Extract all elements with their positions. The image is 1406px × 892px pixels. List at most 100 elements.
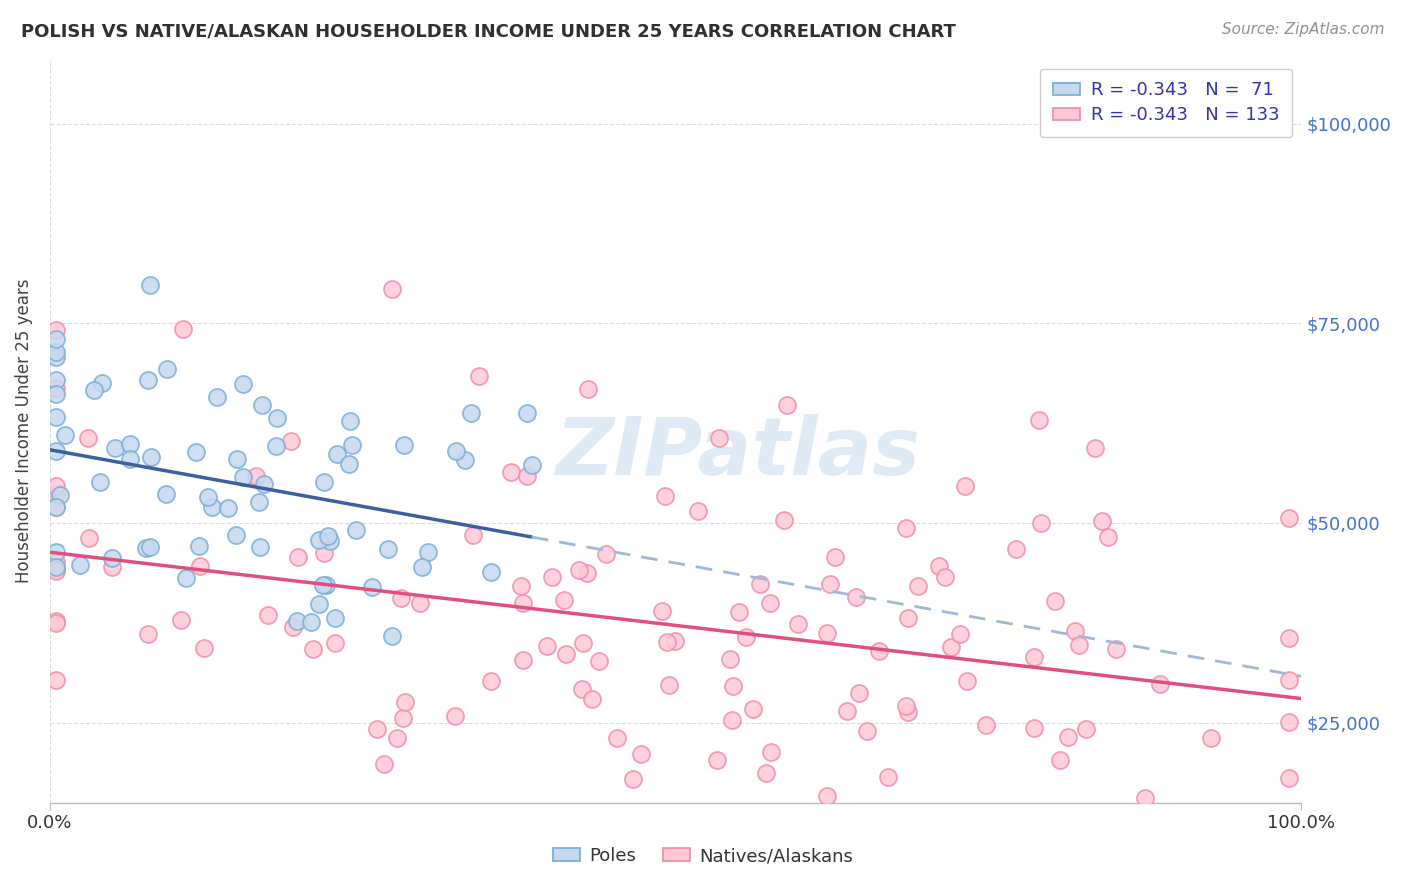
Point [595,547,617,561]
Point [974,718,997,732]
Point [193,640,215,655]
Point [1133,790,1156,805]
Point [381,282,404,296]
Point [856,723,879,738]
Point [479,674,502,689]
Point [520,458,543,472]
Point [509,579,531,593]
Point [1278,510,1301,524]
Point [101,560,124,574]
Point [197,490,219,504]
Point [1057,730,1080,744]
Point [1153,820,1175,834]
Point [281,620,304,634]
Point [184,444,207,458]
Point [555,648,578,662]
Point [706,752,728,766]
Point [568,563,591,577]
Point [217,501,239,516]
Point [45,444,67,458]
Point [155,487,177,501]
Point [314,546,336,560]
Point [1031,516,1053,530]
Point [897,611,920,625]
Point [247,495,270,509]
Point [89,475,111,489]
Point [45,479,67,493]
Point [45,614,67,628]
Point [409,597,432,611]
Point [392,710,415,724]
Point [302,641,325,656]
Point [392,438,415,452]
Point [1105,641,1128,656]
Point [949,627,972,641]
Point [848,686,870,700]
Point [877,770,900,784]
Point [312,475,335,490]
Point [868,644,890,658]
Point [53,428,76,442]
Point [815,626,838,640]
Point [201,500,224,514]
Point [468,369,491,384]
Point [536,639,558,653]
Point [583,820,606,834]
Point [45,351,67,365]
Point [232,470,254,484]
Point [681,820,703,834]
Point [325,447,347,461]
Point [1144,820,1167,834]
Point [394,695,416,709]
Point [141,450,163,464]
Point [287,549,309,564]
Point [499,465,522,479]
Point [45,555,67,569]
Point [720,713,742,727]
Point [773,513,796,527]
Point [824,550,846,565]
Point [325,635,347,649]
Point [83,384,105,398]
Point [45,323,67,337]
Point [1278,771,1301,785]
Point [1024,721,1046,735]
Text: POLISH VS NATIVE/ALASKAN HOUSEHOLDER INCOME UNDER 25 YEARS CORRELATION CHART: POLISH VS NATIVE/ALASKAN HOUSEHOLDER INC… [21,22,956,40]
Legend: R = -0.343   N =  71, R = -0.343   N = 133: R = -0.343 N = 71, R = -0.343 N = 133 [1040,69,1292,137]
Point [749,577,772,591]
Point [512,596,534,610]
Point [45,545,67,559]
Point [416,545,439,559]
Point [170,613,193,627]
Point [280,434,302,448]
Point [1064,624,1087,638]
Point [928,558,950,573]
Point [934,570,956,584]
Point [460,406,482,420]
Point [1149,677,1171,691]
Point [139,540,162,554]
Point [337,458,360,472]
Point [45,381,67,395]
Point [45,565,67,579]
Point [253,477,276,491]
Point [835,704,858,718]
Point [707,431,730,445]
Point [104,442,127,456]
Point [657,635,679,649]
Point [245,469,267,483]
Point [205,391,228,405]
Point [77,531,100,545]
Point [299,615,322,630]
Point [444,708,467,723]
Point [312,578,335,592]
Point [845,590,868,604]
Point [907,579,929,593]
Point [1084,441,1107,455]
Point [541,570,564,584]
Point [344,524,367,538]
Point [323,611,346,625]
Point [588,820,610,834]
Point [588,654,610,668]
Point [188,539,211,553]
